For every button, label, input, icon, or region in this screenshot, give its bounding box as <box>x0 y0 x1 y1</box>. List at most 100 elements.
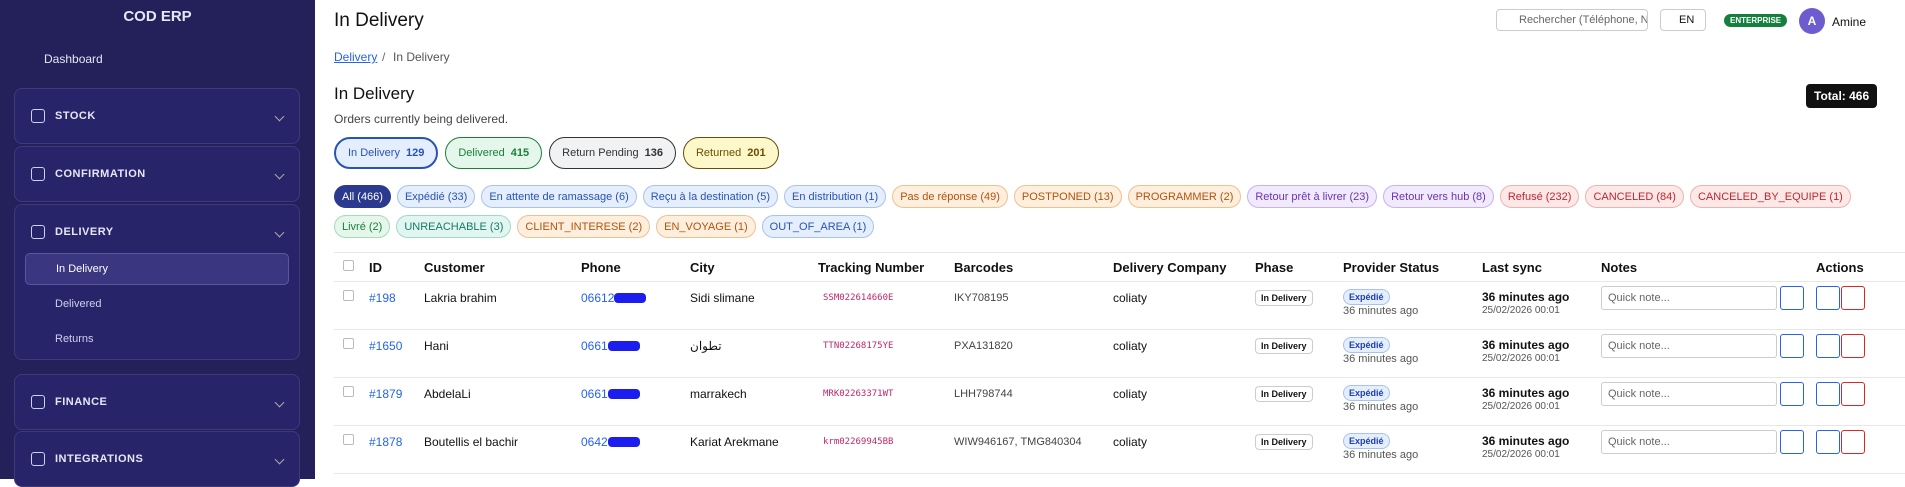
note-input[interactable]: Quick note... <box>1601 382 1777 406</box>
breadcrumb-link[interactable]: Delivery <box>334 50 378 64</box>
checkbox[interactable] <box>343 386 354 397</box>
filter-chip[interactable]: Expédié (33) <box>396 185 476 208</box>
row-divider <box>334 329 1905 330</box>
language-select[interactable]: EN <box>1660 9 1706 31</box>
nav-section-header[interactable]: CONFIRMATION <box>15 147 299 201</box>
last-sync: 36 minutes ago <box>1482 290 1570 304</box>
nav-section-header[interactable]: INTEGRATIONS <box>15 432 299 486</box>
provider-time: 36 minutes ago <box>1343 305 1419 317</box>
order-id[interactable]: #1879 <box>369 387 403 401</box>
cancel-button[interactable] <box>1841 286 1865 310</box>
filter-chip[interactable]: OUT_OF_AREA (1) <box>761 215 875 238</box>
order-id[interactable]: #1650 <box>369 339 403 353</box>
tracking-number: MRK02263371WT <box>823 389 894 399</box>
filter-chip[interactable]: Refusé (232) <box>1499 185 1580 208</box>
filter-chip[interactable]: CANCELED_BY_EQUIPE (1) <box>1689 185 1851 208</box>
section-title: In Delivery <box>334 84 415 103</box>
checkbox[interactable] <box>343 434 354 445</box>
phone[interactable]: 06612 <box>581 291 647 305</box>
tracking-number: SSM022614660E <box>823 293 894 303</box>
filter-chip[interactable]: CANCELED (84) <box>1585 185 1684 208</box>
note-input[interactable]: Quick note... <box>1601 334 1777 358</box>
cancel-button[interactable] <box>1841 334 1865 358</box>
redaction <box>607 389 640 399</box>
nav-dashboard[interactable]: Dashboard <box>44 52 103 66</box>
column-header: Tracking Number <box>818 260 925 275</box>
status-tab[interactable]: Return Pending 136 <box>549 137 676 169</box>
last-sync-date: 25/02/2026 00:01 <box>1482 353 1560 364</box>
city: تطوان <box>690 339 722 353</box>
filter-chip[interactable]: Retour vers hub (8) <box>1383 185 1494 208</box>
filter-chip[interactable]: PROGRAMMER (2) <box>1127 185 1242 208</box>
breadcrumb-current: In Delivery <box>393 50 450 64</box>
filter-chip[interactable]: Livré (2) <box>334 215 391 238</box>
barcodes: PXA131820 <box>954 340 1013 352</box>
filter-chip[interactable]: POSTPONED (13) <box>1013 185 1122 208</box>
status-tab[interactable]: In Delivery 129 <box>334 137 439 169</box>
filter-chip[interactable]: Pas de réponse (49) <box>892 185 1008 208</box>
delivery-company: coliaty <box>1113 339 1148 353</box>
avatar[interactable]: A <box>1799 8 1825 34</box>
add-note-button[interactable] <box>1780 430 1804 454</box>
checkbox[interactable] <box>343 290 354 301</box>
filter-chip[interactable]: Retour prêt à livrer (23) <box>1247 185 1378 208</box>
checkbox[interactable] <box>343 338 354 349</box>
filter-chip[interactable]: Reçu à la destination (5) <box>642 185 778 208</box>
tab-count: 201 <box>747 147 766 159</box>
view-button[interactable] <box>1816 430 1840 454</box>
column-header: Actions <box>1816 260 1864 275</box>
brand: COD ERP <box>123 8 192 25</box>
provider-time: 36 minutes ago <box>1343 401 1419 413</box>
note-input[interactable]: Quick note... <box>1601 430 1777 454</box>
column-header: Phone <box>581 260 621 275</box>
search-input[interactable]: Rechercher (Téléphone, Nc <box>1496 9 1648 31</box>
phase-badge: In Delivery <box>1255 434 1313 450</box>
filter-chip[interactable]: En distribution (1) <box>784 185 887 208</box>
order-id[interactable]: #198 <box>369 291 396 305</box>
tab-bar: In Delivery 129 Delivered 415 Return Pending… <box>334 137 779 169</box>
cancel-button[interactable] <box>1841 430 1865 454</box>
last-sync: 36 minutes ago <box>1482 386 1570 400</box>
view-button[interactable] <box>1816 334 1840 358</box>
add-note-button[interactable] <box>1780 286 1804 310</box>
table-header-bg <box>334 252 1905 282</box>
tab-label: Delivered <box>458 147 505 159</box>
status-tab[interactable]: Delivered 415 <box>445 137 543 169</box>
tab-label: Returned <box>695 147 742 159</box>
section-subtitle: Orders currently being delivered. <box>334 112 509 126</box>
filter-chip[interactable]: CLIENT_INTERESE (2) <box>517 215 651 238</box>
cancel-button[interactable] <box>1841 382 1865 406</box>
nav-item[interactable]: Returns <box>55 333 94 345</box>
order-id[interactable]: #1878 <box>369 435 403 449</box>
customer: Lakria brahim <box>424 291 497 305</box>
filter-chip[interactable]: UNREACHABLE (3) <box>396 215 512 238</box>
nav-section-header[interactable]: STOCK <box>15 89 299 143</box>
city: marrakech <box>690 387 747 401</box>
status-tab[interactable]: Returned 201 <box>682 137 779 169</box>
redaction <box>607 341 640 351</box>
phase-badge: In Delivery <box>1255 290 1313 306</box>
filter-chip[interactable]: EN_VOYAGE (1) <box>656 215 756 238</box>
customer: Boutellis el bachir <box>424 435 519 449</box>
tab-count: 129 <box>405 147 425 159</box>
nav-section-header[interactable]: DELIVERY <box>15 205 299 259</box>
phone[interactable]: 0642 <box>581 435 640 449</box>
nav-section-header[interactable]: FINANCE <box>15 375 299 429</box>
checkbox[interactable] <box>343 260 354 271</box>
row-divider <box>334 377 1905 378</box>
filter-chip[interactable]: En attente de ramassage (6) <box>481 185 637 208</box>
add-note-button[interactable] <box>1780 382 1804 406</box>
filter-chip[interactable]: All (466) <box>334 185 391 208</box>
phone[interactable]: 0661 <box>581 387 640 401</box>
delivery-company: coliaty <box>1113 435 1148 449</box>
barcodes: WIW946167, TMG840304 <box>954 436 1082 448</box>
view-button[interactable] <box>1816 382 1840 406</box>
nav-item[interactable]: Delivered <box>55 298 102 310</box>
add-note-button[interactable] <box>1780 334 1804 358</box>
note-input[interactable]: Quick note... <box>1601 286 1777 310</box>
phase-badge: In Delivery <box>1255 338 1313 354</box>
phone[interactable]: 0661 <box>581 339 640 353</box>
city: Kariat Arekmane <box>690 435 779 449</box>
view-button[interactable] <box>1816 286 1840 310</box>
